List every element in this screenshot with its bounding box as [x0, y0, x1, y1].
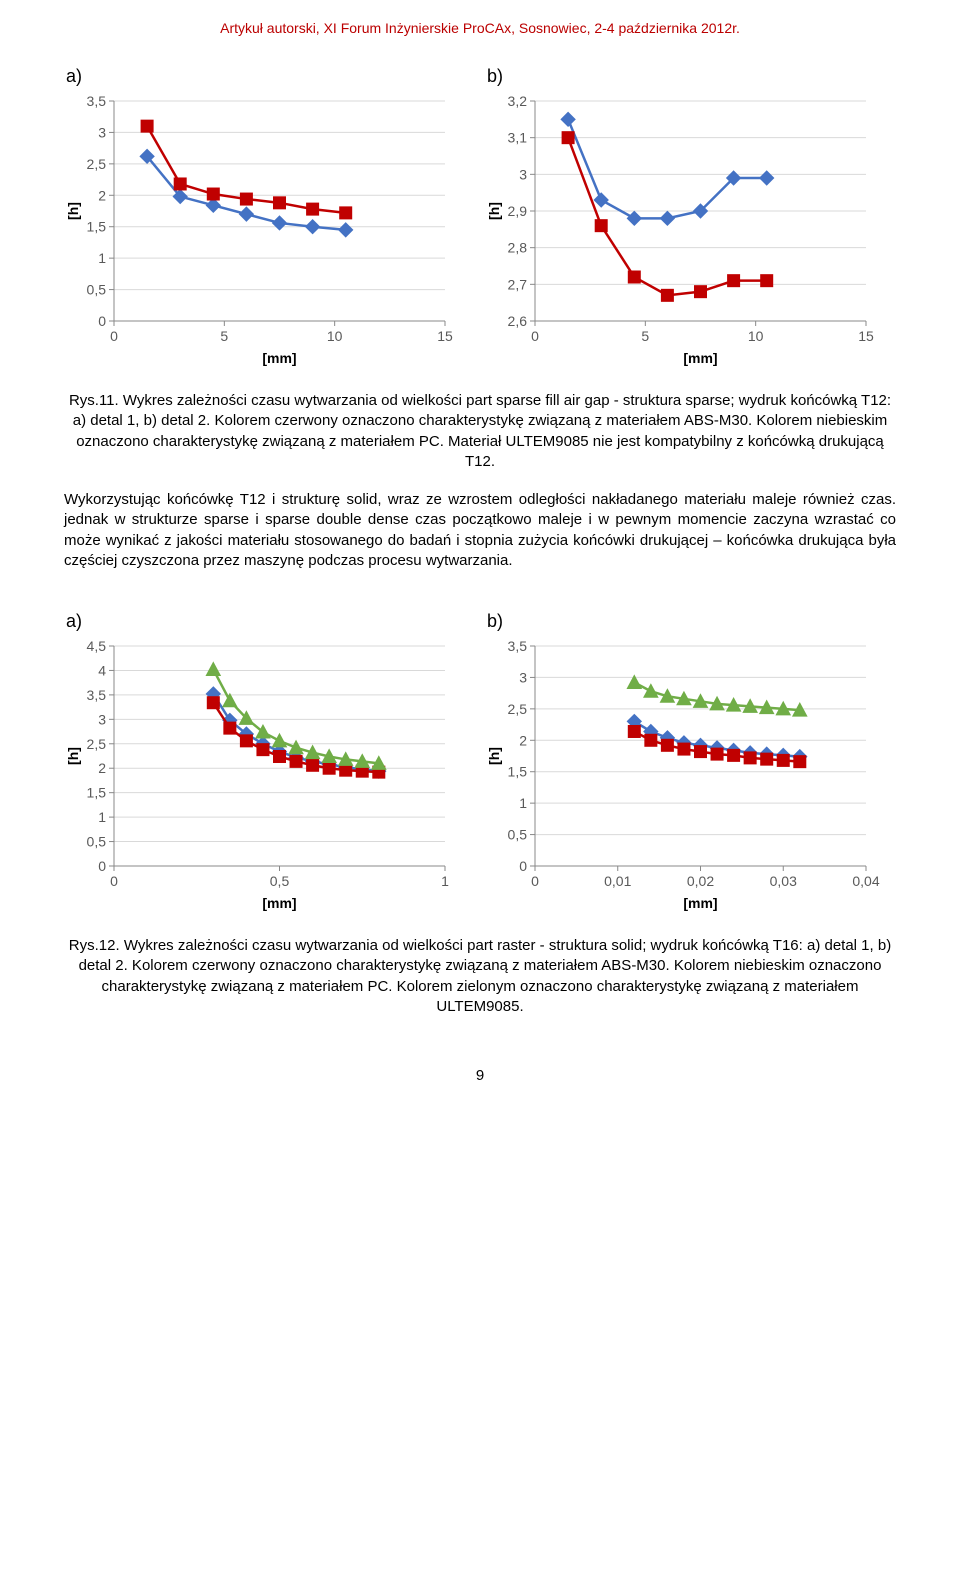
svg-text:0: 0	[531, 328, 539, 344]
svg-text:0,02: 0,02	[687, 873, 714, 889]
svg-text:[mm]: [mm]	[683, 350, 717, 366]
svg-text:2,9: 2,9	[508, 203, 528, 219]
svg-text:0,01: 0,01	[604, 873, 631, 889]
chart-a-svg: 0 0,5 1 1,5 2 2,5 3 3,5 0 5 10 15 [mm] [h]	[64, 91, 459, 371]
chart-a-container: a) 0 0,5 1 1,5 2 2,5 3 3,5 0 5 10 15 [mm] [h]	[64, 66, 475, 371]
svg-text:3: 3	[98, 711, 106, 727]
svg-text:1,5: 1,5	[508, 764, 528, 780]
svg-text:3,5: 3,5	[87, 93, 107, 109]
svg-text:[h]: [h]	[486, 202, 502, 220]
svg-text:0,5: 0,5	[87, 834, 107, 850]
chart-d-label: b)	[487, 611, 896, 632]
svg-text:0,5: 0,5	[270, 873, 290, 889]
chart-row-1: a) 00,511,522,533,5051015[mm][h] b) 2,62…	[64, 66, 896, 371]
svg-text:2,6: 2,6	[508, 313, 528, 329]
svg-text:2,5: 2,5	[508, 701, 528, 717]
svg-text:2: 2	[519, 732, 527, 748]
chart-b-label: b)	[487, 66, 896, 87]
body-paragraph: Wykorzystując końcówkę T12 i strukturę s…	[64, 490, 896, 571]
svg-text:1: 1	[519, 795, 527, 811]
svg-text:15: 15	[858, 328, 874, 344]
chart-b-svg: 2,6 2,7 2,8 2,9 3 3,1 3,2 0 5 10 15 [mm] [h]	[485, 91, 880, 371]
svg-text:5: 5	[220, 328, 228, 344]
svg-text:2,5: 2,5	[87, 156, 107, 172]
page-number: 9	[64, 1067, 896, 1084]
chart-d-container: b) 0 0,5 1 1,5 2 2,5 3 3,5 0 0,01 0,02 0,03 0,04 [mm]…	[485, 611, 896, 916]
svg-text:[mm]: [mm]	[683, 895, 717, 911]
chart-a-label: a)	[66, 66, 475, 87]
svg-text:10: 10	[327, 328, 343, 344]
svg-text:2,5: 2,5	[87, 736, 107, 752]
svg-text:2,7: 2,7	[508, 276, 528, 292]
svg-text:0: 0	[98, 858, 106, 874]
svg-text:4: 4	[98, 662, 106, 678]
page-header: Artykuł autorski, XI Forum Inżynierskie …	[64, 20, 896, 36]
svg-text:0: 0	[519, 858, 527, 874]
svg-text:0,03: 0,03	[770, 873, 797, 889]
chart-c-label: a)	[66, 611, 475, 632]
svg-text:0,04: 0,04	[852, 873, 879, 889]
svg-text:0: 0	[110, 873, 118, 889]
svg-text:1: 1	[441, 873, 449, 889]
svg-text:0,5: 0,5	[508, 827, 528, 843]
svg-text:1,5: 1,5	[87, 785, 107, 801]
svg-text:[h]: [h]	[65, 747, 81, 765]
svg-text:3: 3	[519, 166, 527, 182]
chart-b-container: b) 2,6 2,7 2,8 2,9 3 3,1 3,2 0 5 10 15 [mm] [h]	[485, 66, 896, 371]
svg-text:2,8: 2,8	[508, 240, 528, 256]
svg-text:2: 2	[98, 760, 106, 776]
svg-text:4,5: 4,5	[87, 638, 107, 654]
svg-text:[mm]: [mm]	[262, 895, 296, 911]
chart-c-svg: 0 0,5 1 1,5 2 2,5 3 3,5 4 4,5 0 0,5 1 [mm] [h]	[64, 636, 459, 916]
svg-text:0: 0	[110, 328, 118, 344]
svg-text:[mm]: [mm]	[262, 350, 296, 366]
svg-text:3,5: 3,5	[508, 638, 528, 654]
caption-1: Rys.11. Wykres zależności czasu wytwarza…	[64, 391, 896, 472]
svg-text:0,5: 0,5	[87, 282, 107, 298]
svg-text:0: 0	[98, 313, 106, 329]
chart-row-2: a) 0 0,5 1 1,5 2 2,5 3 3,5 4 4,5 0 0,5 1 [mm] [h] b) 0…	[64, 611, 896, 916]
svg-text:3,2: 3,2	[508, 93, 528, 109]
svg-text:1: 1	[98, 809, 106, 825]
svg-text:3,1: 3,1	[508, 130, 528, 146]
svg-text:1,5: 1,5	[87, 219, 107, 235]
svg-text:10: 10	[748, 328, 764, 344]
svg-text:15: 15	[437, 328, 453, 344]
svg-text:1: 1	[98, 250, 106, 266]
svg-text:5: 5	[641, 328, 649, 344]
caption-2: Rys.12. Wykres zależności czasu wytwarza…	[64, 936, 896, 1017]
svg-text:[h]: [h]	[486, 747, 502, 765]
svg-text:2: 2	[98, 187, 106, 203]
svg-text:3: 3	[519, 669, 527, 685]
chart-d-svg: 0 0,5 1 1,5 2 2,5 3 3,5 0 0,01 0,02 0,03 0,04 [mm] [h]	[485, 636, 880, 916]
chart-c-container: a) 0 0,5 1 1,5 2 2,5 3 3,5 4 4,5 0 0,5 1 [mm] [h]	[64, 611, 475, 916]
svg-text:[h]: [h]	[65, 202, 81, 220]
svg-text:3: 3	[98, 124, 106, 140]
svg-text:3,5: 3,5	[87, 687, 107, 703]
svg-text:0: 0	[531, 873, 539, 889]
